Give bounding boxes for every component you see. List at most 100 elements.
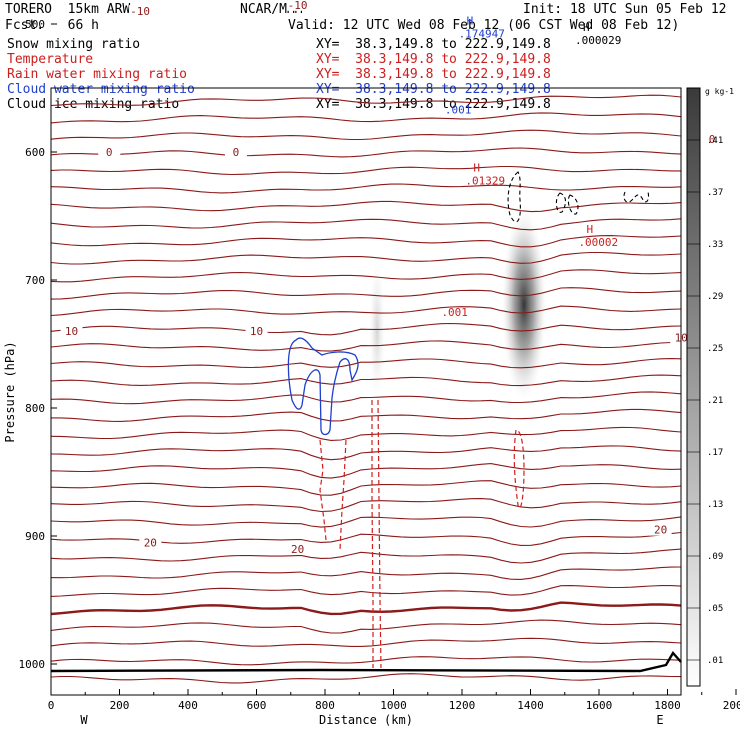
x-tick-label: 1800 <box>654 699 681 712</box>
isotherm-line <box>51 480 681 496</box>
extremum-value: .01329 <box>465 175 505 188</box>
extremum-mark: H <box>586 223 593 236</box>
isotherm-label-bg <box>139 536 162 549</box>
colorbar-label: .05 <box>707 604 723 614</box>
y-tick-label: 900 <box>25 530 45 543</box>
legend-snow: Snow mixing ratio <box>7 37 141 52</box>
isotherm-label: 10 <box>250 325 263 338</box>
isotherm-line <box>51 566 681 580</box>
x-axis-label: Distance (km) <box>319 713 413 727</box>
colorbar-label: .09 <box>707 552 723 562</box>
isotherm-line <box>51 147 681 158</box>
init-time: Init: 18 UTC Sun 05 Feb 12 <box>523 2 727 17</box>
cloud-ice-contour-2 <box>555 192 567 213</box>
forecast-hour: Fcst. 66 h <box>5 18 99 33</box>
isotherm-label: 20 <box>291 543 304 556</box>
isotherm-line <box>51 183 681 194</box>
plot-frame <box>50 87 682 696</box>
rain-contour-mid-1 <box>371 400 374 668</box>
colorbar-label: .17 <box>707 448 723 458</box>
y-tick-label: 1000 <box>19 658 46 671</box>
x-tick-label: 1400 <box>517 699 544 712</box>
colorbar-label: .21 <box>707 396 723 406</box>
isotherm-label: 0 <box>106 146 113 159</box>
east-label: E <box>656 713 663 727</box>
extremum-value: .000029 <box>575 34 621 47</box>
isotherm-line <box>51 235 681 248</box>
colorbar-scale <box>686 87 701 687</box>
x-tick-label: 400 <box>178 699 198 712</box>
legend-cloud-ice-xy: XY= 38.3,149.8 to 222.9,149.8 <box>316 97 551 112</box>
colorbar-label: .29 <box>707 292 723 302</box>
isotherm-line <box>51 94 681 107</box>
extremum-value: .00002 <box>578 236 618 249</box>
isotherm-line <box>51 408 681 422</box>
extremum-mark: H <box>473 162 480 175</box>
rain-contour-west-1 <box>319 439 327 541</box>
isotherm-label-bg <box>60 325 83 338</box>
contour-value-label: .001 <box>445 104 472 117</box>
isotherm-line <box>51 287 681 300</box>
rain-contour-mid-2 <box>377 399 382 669</box>
isotherm-line <box>51 585 681 597</box>
isotherm-label-bg <box>649 523 672 536</box>
snow-shading-main <box>502 210 546 400</box>
isotherm-line <box>51 548 681 564</box>
rain-contour-east <box>513 429 525 509</box>
model-title: TORERO 15km ARW <box>5 2 131 17</box>
isotherm-line <box>51 463 681 479</box>
isotherm-label: 10 <box>65 325 78 338</box>
isotherm-label: 20 <box>144 536 157 549</box>
colorbar-label: .37 <box>707 188 723 198</box>
isotherm-label: -10 <box>130 5 150 18</box>
isotherm-line <box>51 445 681 461</box>
legend-rain-xy: XY= 38.3,149.8 to 222.9,149.8 <box>316 67 551 82</box>
cloud-ice-contour-1 <box>507 171 521 223</box>
isotherm-line <box>51 269 681 283</box>
isotherm-label-bg <box>286 0 309 11</box>
isotherm-line <box>51 656 681 666</box>
isotherm-line <box>51 112 681 124</box>
isotherm-line <box>51 340 681 352</box>
valid-time: Valid: 12 UTC Wed 08 Feb 12 (06 CST Wed … <box>288 18 680 33</box>
isotherm-line <box>51 619 681 634</box>
colorbar-label: .13 <box>707 500 723 510</box>
colorbar-label: .25 <box>707 344 723 354</box>
colorbar-label: .33 <box>707 240 723 250</box>
isotherm-line <box>51 516 681 528</box>
extremum-mark: H <box>467 14 474 27</box>
west-label: W <box>80 713 88 727</box>
isotherm-line <box>51 200 681 213</box>
isotherm-label-bg <box>224 146 247 158</box>
x-tick-label: 600 <box>247 699 267 712</box>
isotherm-zero <box>51 601 681 616</box>
extremum-value: .174947 <box>459 27 505 40</box>
isotherm-label: -10 <box>288 0 308 12</box>
isotherm-line <box>51 322 681 336</box>
isotherm-line <box>51 426 681 441</box>
isotherm-line <box>51 165 681 176</box>
x-tick-label: 200 <box>110 699 130 712</box>
colorbar-unit: g kg-1 <box>705 87 734 96</box>
isotherm-line <box>51 637 681 647</box>
y-tick-label: 500 <box>25 18 45 31</box>
y-tick-label: 800 <box>25 402 45 415</box>
isotherm-label-bg <box>98 146 121 158</box>
rain-contour-west-2 <box>339 439 347 551</box>
isotherm-line <box>51 251 681 265</box>
legend-rain: Rain water mixing ratio <box>7 67 188 82</box>
isotherm-line <box>51 673 681 684</box>
legend-cloud-water-xy: XY= 38.3,149.8 to 222.9,149.8 <box>316 82 551 97</box>
isotherm-label: 0 <box>233 146 240 159</box>
isotherm-line <box>51 374 681 387</box>
extremum-mark: H <box>583 21 590 34</box>
isotherm-line <box>51 358 681 369</box>
isotherm-line <box>51 218 681 231</box>
contour-value-label: .001 <box>441 306 468 319</box>
x-tick-label: 800 <box>315 699 335 712</box>
legend-temperature-xy: XY= 38.3,149.8 to 222.9,149.8 <box>316 52 551 67</box>
y-axis-label: Pressure (hPa) <box>3 341 17 442</box>
cloud-ice-contour-3 <box>567 194 579 215</box>
isotherm-label-bg <box>701 133 724 146</box>
isotherm-line <box>51 391 681 405</box>
